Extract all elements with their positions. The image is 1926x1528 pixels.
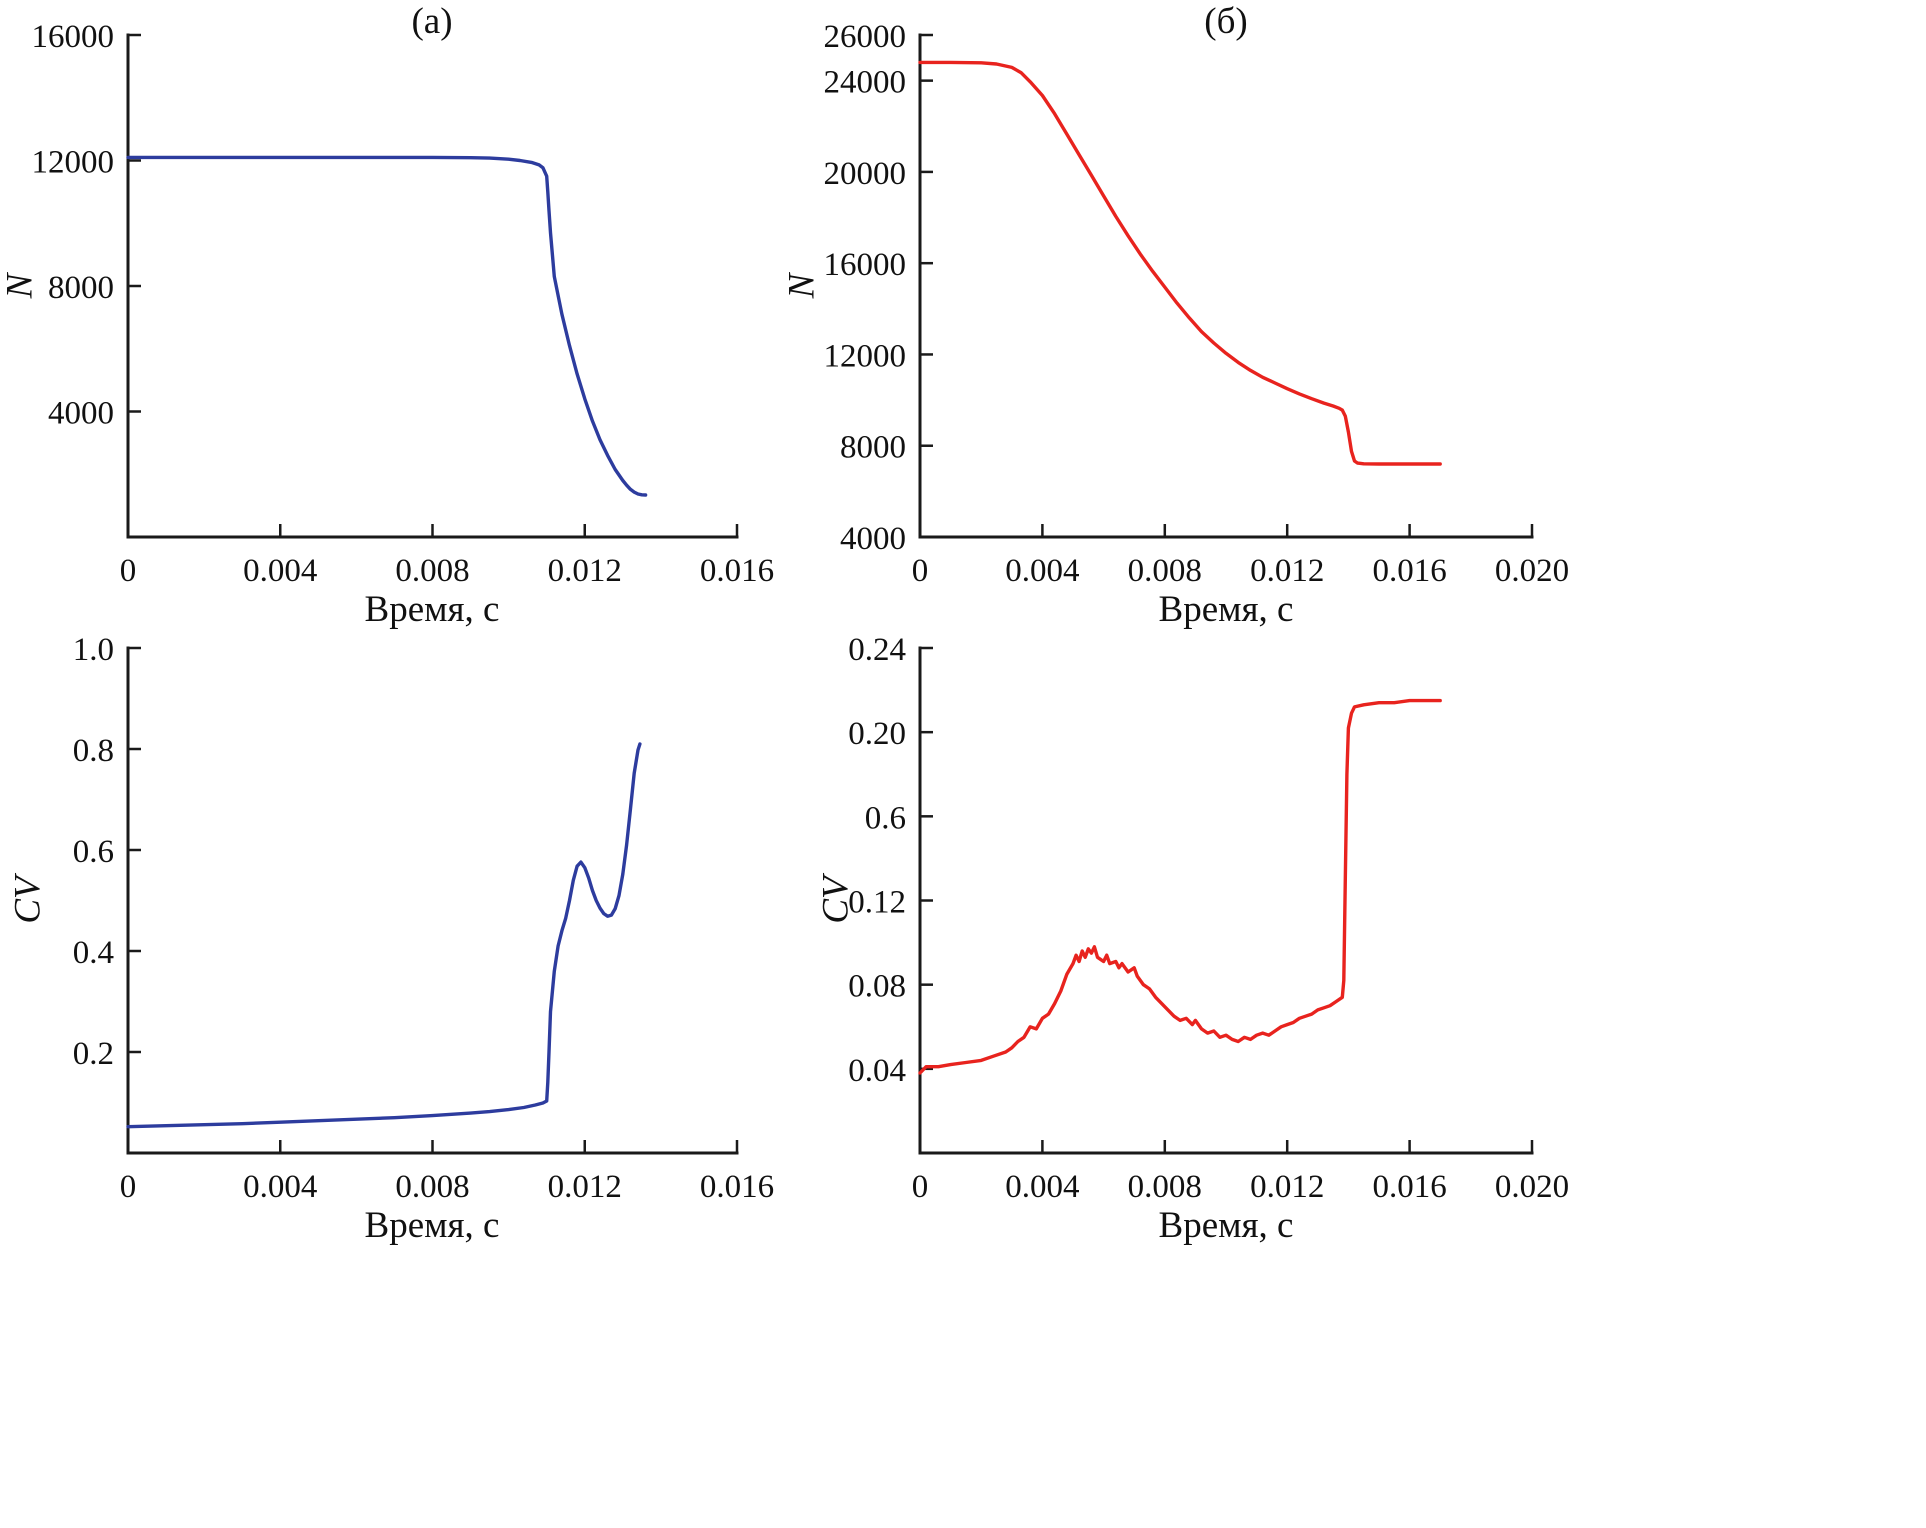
- x-tick-label: 0.012: [1250, 553, 1324, 589]
- y-tick-label: 16000: [32, 19, 115, 55]
- plot-panel-a-n: 0 0.004 0.008 0.012 0.016 4000 8000 12000 16000: [32, 19, 775, 589]
- y-axis-title-b-n: N: [781, 273, 823, 299]
- x-axis-title-a-cv: Время, с: [364, 1205, 500, 1246]
- x-tick-label: 0: [912, 1169, 929, 1205]
- x-tick-label: 0: [120, 553, 137, 589]
- x-axis-title-b-n: Время, с: [1158, 589, 1294, 630]
- x-tick-label: 0.008: [1128, 553, 1202, 589]
- x-tick-label: 0.004: [243, 553, 317, 589]
- plot-panel-b-n: 0 0.004 0.008 0.012 0.016 0.020 4000 8000 12000 1…: [824, 19, 1570, 589]
- axes-spines: [126, 33, 739, 539]
- y-tick-label: 0.8: [73, 733, 114, 769]
- x-tick-label: 0: [912, 553, 929, 589]
- y-tick-label: 0.24: [848, 632, 906, 668]
- x-tick-label: 0.008: [395, 553, 469, 589]
- y-tick-label: 24000: [824, 65, 907, 101]
- plot-panel-b-cv: 0 0.004 0.008 0.012 0.016 0.020 0.04 0.08 0.12 0.…: [848, 632, 1569, 1205]
- y-tick-label: 12000: [32, 145, 115, 181]
- x-axis-title-a-n: Время, с: [364, 589, 500, 630]
- x-tick-label: 0.020: [1495, 553, 1569, 589]
- y-tick-label: 0.6: [865, 800, 906, 836]
- plot-panel-a-cv: 0 0.004 0.008 0.012 0.016 0.2 0.4 0.6 0.8 1.0: [73, 632, 774, 1205]
- y-tick-label: 16000: [824, 247, 907, 283]
- y-tick-label: 26000: [824, 19, 907, 55]
- y-axis-title-b-cv: CV: [815, 876, 857, 924]
- x-tick-label: 0.008: [1128, 1169, 1202, 1205]
- y-tick-label: 20000: [824, 156, 907, 192]
- axes-spines: [126, 646, 739, 1155]
- x-tick-label: 0.016: [700, 553, 774, 589]
- data-curve: [918, 60, 1442, 466]
- y-tick-label: 0.20: [848, 716, 906, 752]
- x-tick-label: 0.020: [1495, 1169, 1569, 1205]
- data-curve: [126, 742, 642, 1129]
- y-tick-label: 0.08: [848, 969, 906, 1005]
- panel-title-a: (а): [411, 1, 453, 42]
- x-tick-label: 0.004: [243, 1169, 317, 1205]
- x-tick-label: 0.004: [1005, 553, 1079, 589]
- y-tick-label: 0.12: [848, 885, 906, 921]
- x-tick-label: 0.012: [548, 553, 622, 589]
- y-tick-label: 0.04: [848, 1053, 906, 1089]
- x-axis-title-b-cv: Время, с: [1158, 1205, 1294, 1246]
- x-tick-label: 0.016: [700, 1169, 774, 1205]
- y-tick-label: 1.0: [73, 632, 114, 668]
- y-tick-label: 0.2: [73, 1036, 114, 1072]
- y-tick-label: 0.6: [73, 834, 114, 870]
- y-tick-label: 4000: [840, 521, 906, 557]
- x-tick-label: 0.008: [395, 1169, 469, 1205]
- axes-spines: [918, 33, 1534, 539]
- data-curve: [126, 155, 648, 497]
- y-axis-title-a-n: N: [0, 273, 41, 299]
- y-tick-label: 0.4: [73, 935, 114, 971]
- y-tick-label: 12000: [824, 338, 907, 374]
- axes-spines: [918, 646, 1534, 1155]
- y-tick-label: 8000: [48, 270, 114, 306]
- data-curve: [918, 698, 1442, 1075]
- x-tick-label: 0.012: [1250, 1169, 1324, 1205]
- y-tick-label: 4000: [48, 396, 114, 432]
- x-tick-label: 0.016: [1372, 1169, 1446, 1205]
- x-tick-label: 0.004: [1005, 1169, 1079, 1205]
- x-tick-label: 0: [120, 1169, 137, 1205]
- panel-title-b: (б): [1204, 1, 1248, 42]
- x-tick-label: 0.012: [548, 1169, 622, 1205]
- y-axis-title-a-cv: CV: [7, 876, 49, 924]
- x-tick-label: 0.016: [1372, 553, 1446, 589]
- y-tick-label: 8000: [840, 430, 906, 466]
